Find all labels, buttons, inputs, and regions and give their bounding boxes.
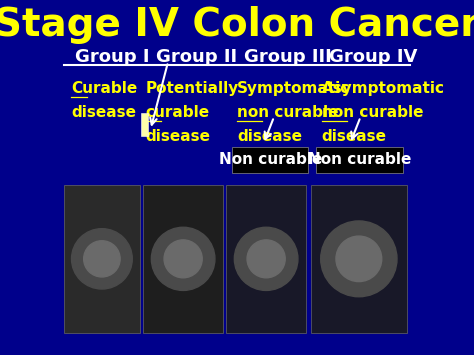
Text: Symptomatic: Symptomatic [237, 81, 350, 96]
Text: curable: curable [145, 105, 210, 120]
Text: Asymptomatic: Asymptomatic [322, 81, 445, 96]
Circle shape [336, 236, 382, 282]
Text: disease: disease [237, 129, 302, 144]
Text: Stage IV Colon Cancer: Stage IV Colon Cancer [0, 6, 474, 44]
Circle shape [247, 240, 285, 278]
Text: disease: disease [71, 105, 136, 120]
Bar [232, 147, 309, 173]
Bar [64, 185, 140, 333]
Bar [311, 185, 407, 333]
Text: Group II: Group II [156, 48, 237, 66]
Text: Group IV: Group IV [329, 48, 417, 66]
Bar [144, 185, 223, 333]
Text: Curable: Curable [71, 81, 137, 96]
Text: non curable: non curable [237, 105, 338, 120]
Circle shape [164, 240, 202, 278]
Bar [227, 185, 306, 333]
Circle shape [321, 221, 397, 297]
Circle shape [151, 227, 215, 290]
Bar [141, 113, 148, 136]
Text: Non curable: Non curable [308, 152, 411, 167]
Text: disease: disease [145, 129, 210, 144]
Text: Non curable: Non curable [219, 152, 322, 167]
Circle shape [72, 229, 132, 289]
Circle shape [234, 227, 298, 290]
Bar [317, 147, 403, 173]
Text: Group I: Group I [74, 48, 149, 66]
Circle shape [84, 241, 120, 277]
Text: non curable: non curable [322, 105, 423, 120]
Text: Potentially: Potentially [145, 81, 238, 96]
Text: Group III: Group III [244, 48, 332, 66]
Text: disease: disease [322, 129, 387, 144]
